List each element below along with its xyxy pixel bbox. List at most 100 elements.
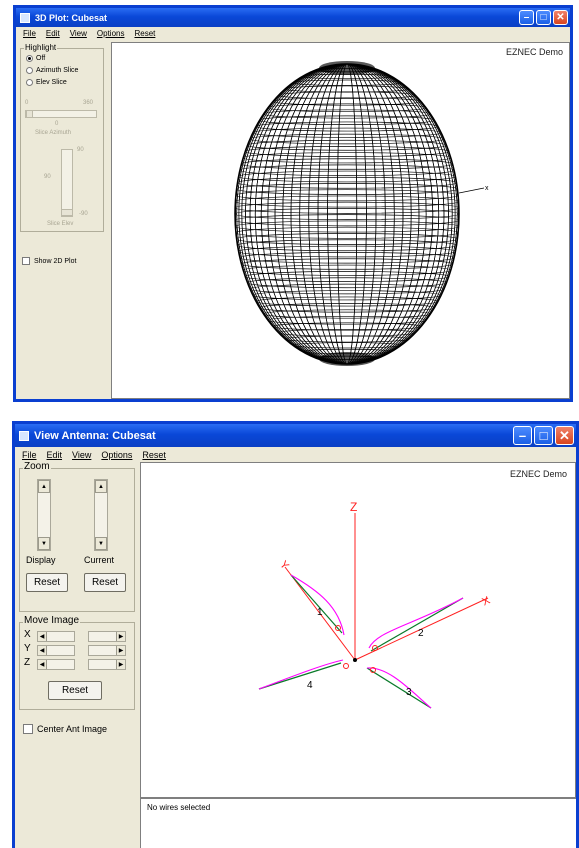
menu-view[interactable]: View — [72, 449, 92, 460]
move-z-scrollbar-right[interactable]: ▶ — [88, 659, 126, 670]
menu-file[interactable]: File — [23, 28, 36, 38]
z-axis-label: Z — [350, 500, 357, 514]
window-title: 3D Plot: Cubesat — [35, 12, 108, 23]
wire-label-4: 4 — [307, 680, 313, 691]
origin-marker — [353, 658, 357, 662]
checkbox-icon — [23, 724, 33, 734]
scroll-right-icon[interactable]: ▶ — [116, 646, 125, 655]
azimuth-max-label: 360 — [83, 100, 94, 106]
display-reset-button[interactable]: Reset — [26, 573, 68, 592]
zoom-legend: Zoom — [23, 461, 51, 472]
scroll-left-icon[interactable]: ◀ — [38, 632, 47, 641]
svg-text:x: x — [485, 185, 489, 192]
radio-icon — [26, 79, 33, 86]
zoom-group: Zoom ▲ ▼ ▲ ▼ Display Current Reset Reset — [19, 461, 135, 612]
close-icon[interactable]: ✕ — [555, 426, 574, 445]
plot-control-panel: Highlight Off Azimuth Slice Elev Slice 0… — [16, 42, 111, 399]
radio-elev-slice[interactable]: Elev Slice — [26, 79, 67, 86]
wire-4 — [258, 662, 342, 690]
menu-options[interactable]: Options — [101, 449, 133, 460]
azimuth-value-label: 0 — [55, 121, 59, 127]
move-reset-button[interactable]: Reset — [48, 681, 102, 700]
move-x-scrollbar-left[interactable]: ◀ — [37, 631, 75, 642]
view-antenna-window: View Antenna: Cubesat – □ ✕ File Edit Vi… — [12, 421, 579, 848]
show-2d-plot-label: Show 2D Plot — [34, 257, 77, 265]
center-ant-image-label: Center Ant Image — [37, 724, 108, 734]
current-wire-2 — [368, 597, 464, 649]
app-icon — [19, 430, 29, 441]
menu-edit[interactable]: Edit — [46, 449, 63, 460]
menu-view[interactable]: View — [69, 28, 87, 38]
scroll-right-icon[interactable]: ▶ — [116, 632, 125, 641]
move-y-scrollbar-left[interactable]: ◀ — [37, 645, 75, 656]
window-controls: – □ ✕ — [519, 10, 568, 25]
current-wire-3 — [366, 667, 432, 709]
y-axis-label: Y — [24, 643, 31, 654]
move-y-scrollbar-right[interactable]: ▶ — [88, 645, 126, 656]
menu-bar: File Edit View Options Reset — [16, 27, 570, 39]
menu-file[interactable]: File — [22, 449, 37, 460]
window-controls: – □ ✕ — [513, 426, 574, 445]
center-ant-image-checkbox[interactable]: Center Ant Image — [23, 724, 107, 734]
minimize-icon[interactable]: – — [513, 426, 532, 445]
move-image-legend: Move Image — [23, 615, 81, 626]
show-2d-plot-checkbox[interactable]: Show 2D Plot — [22, 257, 76, 265]
radio-off-label: Off — [36, 55, 46, 62]
radio-azimuth-slice[interactable]: Azimuth Slice — [26, 67, 78, 74]
scroll-down-icon[interactable]: ▼ — [38, 537, 50, 550]
scroll-up-icon[interactable]: ▲ — [38, 480, 50, 493]
radio-azimuth-label: Azimuth Slice — [36, 67, 79, 74]
move-x-scrollbar-right[interactable]: ▶ — [88, 631, 126, 642]
3d-plot-canvas[interactable]: EZNEC Demo x — [111, 42, 570, 399]
highlight-legend: Highlight — [24, 43, 58, 52]
move-z-scrollbar-left[interactable]: ◀ — [37, 659, 75, 670]
view-antenna-titlebar[interactable]: View Antenna: Cubesat – □ ✕ — [15, 424, 576, 447]
menu-reset[interactable]: Reset — [142, 449, 166, 460]
minimize-icon[interactable]: – — [519, 10, 534, 25]
maximize-icon[interactable]: □ — [536, 10, 551, 25]
move-image-group: Move Image X ◀ ▶ Y ◀ ▶ Z ◀ ▶ Reset — [19, 615, 135, 710]
radio-icon — [26, 67, 33, 74]
y-axis-label: Y — [277, 559, 291, 573]
display-zoom-scrollbar[interactable]: ▲ ▼ — [37, 479, 51, 551]
azimuth-min-label: 0 — [25, 100, 29, 106]
current-wire-1 — [290, 574, 345, 636]
scroll-left-icon[interactable]: ◀ — [38, 646, 47, 655]
antenna-view-canvas[interactable]: EZNEC Demo Z X Y 1 — [140, 462, 576, 798]
app-icon — [20, 12, 30, 23]
wire-label-3: 3 — [406, 687, 412, 698]
wire-2 — [370, 597, 464, 652]
elev-top-label: 90 — [77, 147, 84, 153]
radio-elev-label: Elev Slice — [36, 79, 67, 86]
elevation-slider[interactable] — [61, 149, 73, 217]
3d-plot-titlebar[interactable]: 3D Plot: Cubesat – □ ✕ — [16, 8, 570, 27]
scroll-left-icon[interactable]: ◀ — [38, 660, 47, 669]
wire-label-1: 1 — [317, 607, 323, 618]
x-axis-label: X — [480, 594, 492, 608]
current-zoom-scrollbar[interactable]: ▲ ▼ — [94, 479, 108, 551]
elevation-slider-thumb[interactable] — [61, 209, 73, 216]
elev-bottom-label: -90 — [79, 211, 88, 217]
menu-edit[interactable]: Edit — [45, 28, 60, 38]
maximize-icon[interactable]: □ — [534, 426, 553, 445]
menu-options[interactable]: Options — [96, 28, 125, 38]
current-wire-4 — [258, 659, 344, 690]
display-label: Display — [26, 555, 56, 565]
azimuth-caption: Slice Azimuth — [35, 130, 72, 136]
3d-plot-window: 3D Plot: Cubesat – □ ✕ File Edit View Op… — [13, 5, 573, 402]
highlight-group: Highlight Off Azimuth Slice Elev Slice 0… — [20, 43, 104, 232]
wire-status-area: No wires selected — [140, 798, 576, 848]
radiation-pattern: x — [234, 61, 489, 366]
scroll-right-icon[interactable]: ▶ — [116, 660, 125, 669]
status-text: No wires selected — [147, 803, 211, 812]
menu-reset[interactable]: Reset — [134, 28, 156, 38]
close-icon[interactable]: ✕ — [553, 10, 568, 25]
azimuth-slider-thumb[interactable] — [26, 110, 33, 118]
current-reset-button[interactable]: Reset — [84, 573, 126, 592]
elev-caption: Slice Elev — [47, 221, 74, 227]
current-label: Current — [84, 555, 115, 565]
azimuth-slider[interactable] — [25, 110, 97, 118]
scroll-up-icon[interactable]: ▲ — [95, 480, 107, 493]
radio-off[interactable]: Off — [26, 55, 45, 62]
scroll-down-icon[interactable]: ▼ — [95, 537, 107, 550]
